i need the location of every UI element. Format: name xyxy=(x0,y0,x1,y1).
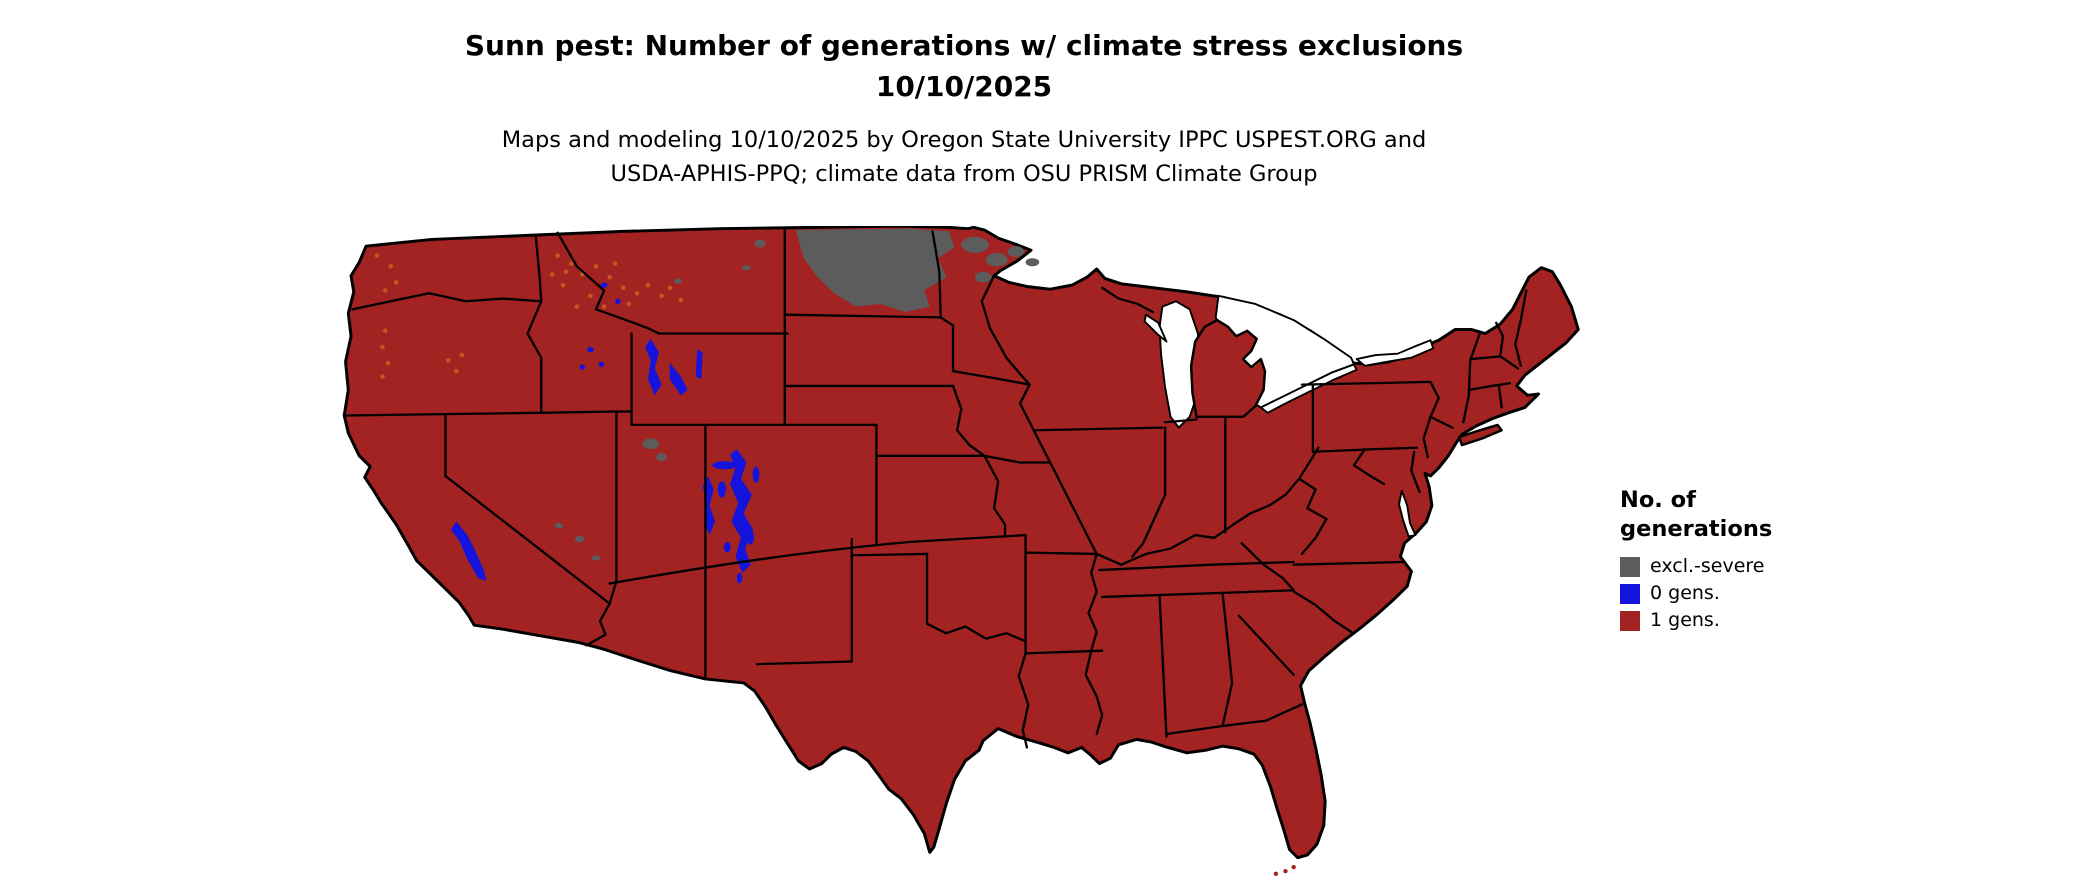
legend-label: 0 gens. xyxy=(1650,582,1720,604)
subtitle-line-1: Maps and modeling 10/10/2025 by Oregon S… xyxy=(501,127,1427,153)
michigan-and-islands xyxy=(1189,318,1503,447)
lake-erie xyxy=(1259,363,1358,414)
legend-title: No. of generations xyxy=(1620,486,1900,545)
zero-gen-colorado-rockies xyxy=(730,449,754,573)
chesapeake-bay xyxy=(1398,489,1417,538)
one-gens-swatch xyxy=(1620,610,1640,631)
excl-north-dakota-blob xyxy=(795,228,955,313)
zero-gen-yellowstone xyxy=(645,338,662,396)
long-island xyxy=(1458,423,1503,447)
excl-severe-swatch xyxy=(1620,556,1640,577)
legend-item-one-gens: 1 gens. xyxy=(1620,609,1900,631)
legend-title-line-1: No. of xyxy=(1620,487,1696,513)
title-line-1: Sunn pest: Number of generations w/ clim… xyxy=(464,29,1464,62)
title-line-2: 10/10/2025 xyxy=(875,69,1053,103)
lake-ontario xyxy=(1355,339,1435,367)
legend-label: 1 gens. xyxy=(1650,609,1720,631)
legend-title-line-2: generations xyxy=(1620,516,1773,543)
florida-keys xyxy=(1273,864,1296,876)
legend-item-excl-severe: excl.-severe xyxy=(1620,555,1900,577)
region-zero-generations xyxy=(450,282,760,584)
speckle-texture xyxy=(374,253,684,379)
legend-items: excl.-severe 0 gens. 1 gens. xyxy=(1620,555,1900,631)
zero-gen-bighorn xyxy=(695,349,703,380)
lake-michigan xyxy=(1158,300,1202,429)
us-map-container xyxy=(336,226,1581,892)
michigan-mitten xyxy=(1189,318,1267,419)
green-bay xyxy=(1143,313,1168,343)
page-title: Sunn pest: Number of generations w/ clim… xyxy=(465,26,1463,107)
zero-gens-swatch xyxy=(1620,583,1640,604)
map-legend: No. of generations excl.-severe 0 gens. … xyxy=(1620,486,1900,638)
zero-gen-wind-river xyxy=(669,363,688,396)
region-excl-severe xyxy=(554,228,1040,561)
attribution-subtitle: Maps and modeling 10/10/2025 by Oregon S… xyxy=(502,124,1427,192)
subtitle-line-2: USDA-APHIS-PPQ; climate data from OSU PR… xyxy=(610,160,1318,187)
legend-item-zero-gens: 0 gens. xyxy=(1620,582,1900,604)
us-map xyxy=(342,226,1580,876)
zero-gen-sierra-nevada xyxy=(450,521,487,581)
state-borders xyxy=(344,227,1528,749)
legend-label: excl.-severe xyxy=(1650,555,1765,577)
